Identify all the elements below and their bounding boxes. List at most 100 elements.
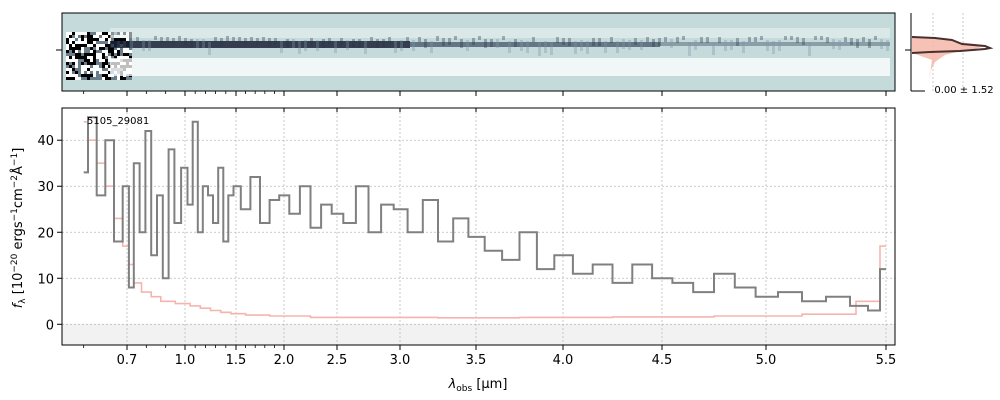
twod-noise-pixel [78, 53, 81, 56]
twod-streak [634, 38, 637, 45]
twod-noise-pixel [78, 59, 81, 62]
twod-noise-pixel [81, 74, 84, 77]
x-axis-label: λobs [μm] [448, 377, 508, 394]
twod-streak [856, 39, 859, 48]
twod-noise-pixel [87, 65, 90, 68]
twod-noise-pixel [123, 77, 126, 80]
twod-noise-pixel [117, 38, 120, 41]
twod-noise-pixel [81, 62, 84, 65]
twod-streak [508, 41, 511, 53]
twod-noise-pixel [81, 35, 84, 38]
twod-streak [736, 38, 739, 46]
twod-noise-pixel [93, 50, 96, 53]
twod-streak [712, 42, 715, 55]
twod-noise-pixel [90, 38, 93, 41]
twod-noise-pixel [78, 44, 81, 47]
twod-streak [778, 40, 781, 51]
twod-streak [772, 41, 775, 54]
twod-noise-pixel [129, 38, 132, 41]
twod-noise-pixel [87, 41, 90, 44]
twod-noise-pixel [93, 68, 96, 71]
twod-streak [844, 37, 847, 42]
profile-data-line [911, 36, 994, 54]
twod-noise-pixel [99, 71, 102, 74]
twod-noise-pixel [84, 32, 87, 35]
twod-noise-pixel [108, 68, 111, 71]
twod-noise-pixel [81, 44, 84, 47]
twod-streak [754, 37, 757, 42]
twod-noise-pixel [105, 71, 108, 74]
twod-noise-pixel [93, 44, 96, 47]
twod-streak [262, 37, 265, 42]
twod-noise-pixel [69, 62, 72, 65]
twod-noise-pixel [105, 50, 108, 53]
twod-noise-pixel [126, 53, 129, 56]
twod-streak [274, 38, 277, 45]
y-axis-ticks: 0 10 20 30 40 [37, 134, 62, 333]
twod-streak [514, 39, 517, 47]
twod-noise-pixel [84, 62, 87, 65]
twod-noise-pixel [75, 71, 78, 74]
twod-noise-pixel [111, 47, 114, 50]
twod-streak [520, 40, 523, 51]
twod-noise-pixel [81, 56, 84, 59]
twod-noise-pixel [102, 50, 105, 53]
twod-noise-pixel [111, 38, 114, 41]
twod-noise-pixel [69, 38, 72, 41]
twod-trace-streaks [130, 36, 889, 56]
twod-streak [496, 39, 499, 48]
twod-noise-pixel [96, 65, 99, 68]
twod-streak [358, 39, 361, 48]
grid-lines [62, 108, 895, 345]
twod-noise-pixel [66, 47, 69, 50]
twod-noise-pixel [96, 71, 99, 74]
twod-noise-pixel [66, 35, 69, 38]
twod-noise-pixel [78, 38, 81, 41]
twod-noise-pixel [75, 32, 78, 35]
twod-streak [244, 38, 247, 45]
twod-noise-pixel [87, 35, 90, 38]
twod-streak [886, 40, 889, 51]
twod-streak [472, 38, 475, 45]
twod-noise-pixel [93, 41, 96, 44]
x-tick-label: 2.5 [327, 353, 348, 368]
twod-noise-pixel [81, 71, 84, 74]
twod-noise-pixel [99, 68, 102, 71]
twod-noise-pixel [105, 68, 108, 71]
twod-streak [790, 36, 793, 40]
twod-noise-pixel [93, 32, 96, 35]
x-tick-label: 4.0 [553, 353, 574, 368]
twod-noise-pixel [72, 71, 75, 74]
twod-noise-pixel [96, 38, 99, 41]
twod-noise-pixel [66, 62, 69, 65]
twod-streak [862, 37, 865, 42]
twod-noise-pixel [87, 62, 90, 65]
twod-streak [214, 37, 217, 42]
twod-streak [604, 41, 607, 53]
twod-streak [286, 39, 289, 48]
twod-streak [592, 38, 595, 46]
twod-noise-pixel [84, 56, 87, 59]
twod-noise-pixel [93, 38, 96, 41]
twod-streak [610, 37, 613, 43]
twod-streak [802, 38, 805, 45]
twod-noise-pixel [69, 71, 72, 74]
twod-streak [652, 39, 655, 47]
twod-noise-pixel [102, 44, 105, 47]
twod-noise-pixel [81, 77, 84, 80]
twod-noise-pixel [90, 53, 93, 56]
twod-streak [130, 40, 133, 50]
twod-streak [382, 39, 385, 47]
twod-noise-pixel [102, 68, 105, 71]
twod-noise-pixel [105, 56, 108, 59]
twod-noise-pixel [84, 35, 87, 38]
twod-noise-pixel [78, 68, 81, 71]
twod-noise-pixel [87, 74, 90, 77]
twod-streak [172, 38, 175, 45]
twod-streak [292, 39, 295, 48]
twod-noise-pixel [72, 74, 75, 77]
twod-noise-pixel [69, 77, 72, 80]
twod-streak [658, 38, 661, 46]
twod-noise-pixel [72, 44, 75, 47]
